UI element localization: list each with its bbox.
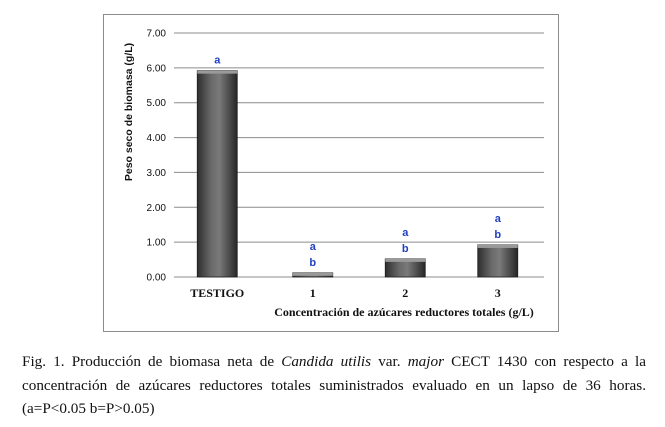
significance-label: a — [310, 241, 317, 253]
significance-label: b — [402, 243, 409, 255]
bar-top-highlight — [292, 272, 333, 276]
y-tick-labels: 0.00 1.00 2.00 3.00 4.00 5.00 6.00 7.00 — [147, 29, 167, 284]
x-tick-label: 2 — [402, 286, 408, 300]
x-tick-labels: TESTIGO 1 2 3 — [190, 286, 501, 300]
significance-label: a — [214, 55, 221, 67]
y-tick-label: 7.00 — [147, 29, 167, 40]
y-tick-label: 3.00 — [147, 168, 167, 179]
significance-label: a — [402, 227, 409, 239]
caption-variety: major — [407, 353, 444, 370]
significance-label: b — [309, 257, 316, 269]
y-axis-title: Peso seco de biomasa (g/L) — [123, 43, 135, 181]
figure-caption: Fig. 1. Producción de biomasa neta de Ca… — [22, 350, 646, 421]
y-tick-label: 5.00 — [147, 98, 167, 109]
bar-2 — [384, 258, 426, 278]
significance-label: b — [494, 229, 501, 241]
caption-var-text: var. — [371, 353, 408, 370]
caption-rest: CECT 1430 con respecto a la concentració… — [22, 353, 646, 417]
y-tick-label: 1.00 — [147, 238, 167, 249]
caption-prefix: Fig. 1. Producción de biomasa neta de — [22, 353, 282, 370]
x-tick-label: 1 — [310, 286, 316, 300]
x-tick-label: TESTIGO — [190, 286, 244, 300]
bar-chart: 0.00 1.00 2.00 3.00 4.00 5.00 6.00 7.00 TESTIGO… — [123, 29, 544, 319]
x-tick-label: 3 — [495, 286, 501, 300]
caption-species: Candida utilis — [281, 353, 372, 370]
bars — [196, 70, 519, 278]
chart-frame: 0.00 1.00 2.00 3.00 4.00 5.00 6.00 7.00 TESTIGO… — [103, 14, 559, 332]
significance-label: a — [495, 213, 502, 225]
y-tick-label: 4.00 — [147, 133, 167, 144]
x-axis-title: Concentración de azúcares reductores tot… — [274, 305, 534, 319]
bar-3 — [477, 244, 519, 278]
y-tick-label: 2.00 — [147, 203, 167, 214]
bar-top-highlight — [477, 244, 518, 248]
bar-testigo — [196, 70, 238, 278]
bar-top-highlight — [197, 70, 238, 74]
y-tick-label: 6.00 — [147, 63, 167, 74]
y-tick-label: 0.00 — [147, 273, 167, 284]
significance-labels: aba ba ba — [214, 55, 502, 269]
bar-top-highlight — [385, 258, 426, 262]
